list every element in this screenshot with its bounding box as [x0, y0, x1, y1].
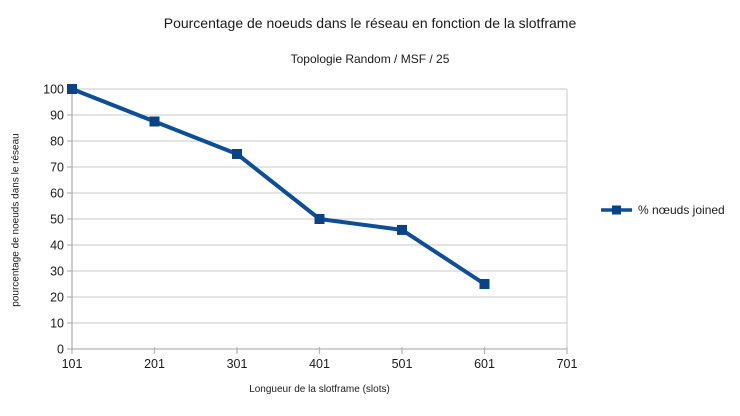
series-line — [71, 87, 486, 286]
y-tick-label: 30 — [50, 265, 64, 279]
data-point-marker — [149, 116, 160, 127]
y-tick-label: 20 — [50, 291, 64, 305]
y-tick-label: 100 — [43, 83, 64, 97]
legend-label: % nœuds joined — [638, 202, 725, 217]
x-tick-label: 101 — [62, 357, 83, 371]
x-tick-label: 401 — [309, 357, 330, 371]
y-tick-label: 10 — [50, 317, 64, 331]
y-tick-label: 80 — [50, 135, 64, 149]
data-point-marker — [67, 84, 77, 94]
x-axis-title: Longueur de la slotframe (slots) — [249, 384, 390, 395]
legend: % nœuds joined — [600, 201, 740, 218]
y-tick-label: 0 — [57, 343, 64, 357]
y-tick-label: 60 — [50, 187, 64, 201]
chart-title: Pourcentage de noeuds dans le réseau en … — [163, 15, 577, 31]
x-tick-label: 601 — [474, 357, 495, 371]
data-point-marker — [314, 214, 325, 224]
x-tick-label: 201 — [144, 357, 165, 371]
legend-marker-icon — [601, 205, 632, 214]
y-tick-label: 50 — [50, 213, 64, 227]
y-tick-label: 40 — [50, 239, 64, 253]
chart-subtitle: Topologie Random / MSF / 25 — [290, 52, 450, 66]
x-tick-label: 501 — [392, 357, 413, 371]
y-tick-label: 70 — [50, 161, 64, 175]
data-point-marker — [232, 149, 242, 159]
data-point-marker — [397, 224, 407, 235]
y-tick-label: 90 — [50, 109, 64, 123]
x-tick-label: 701 — [557, 357, 578, 371]
x-tick-label: 301 — [227, 357, 248, 371]
data-point-marker — [479, 279, 490, 289]
